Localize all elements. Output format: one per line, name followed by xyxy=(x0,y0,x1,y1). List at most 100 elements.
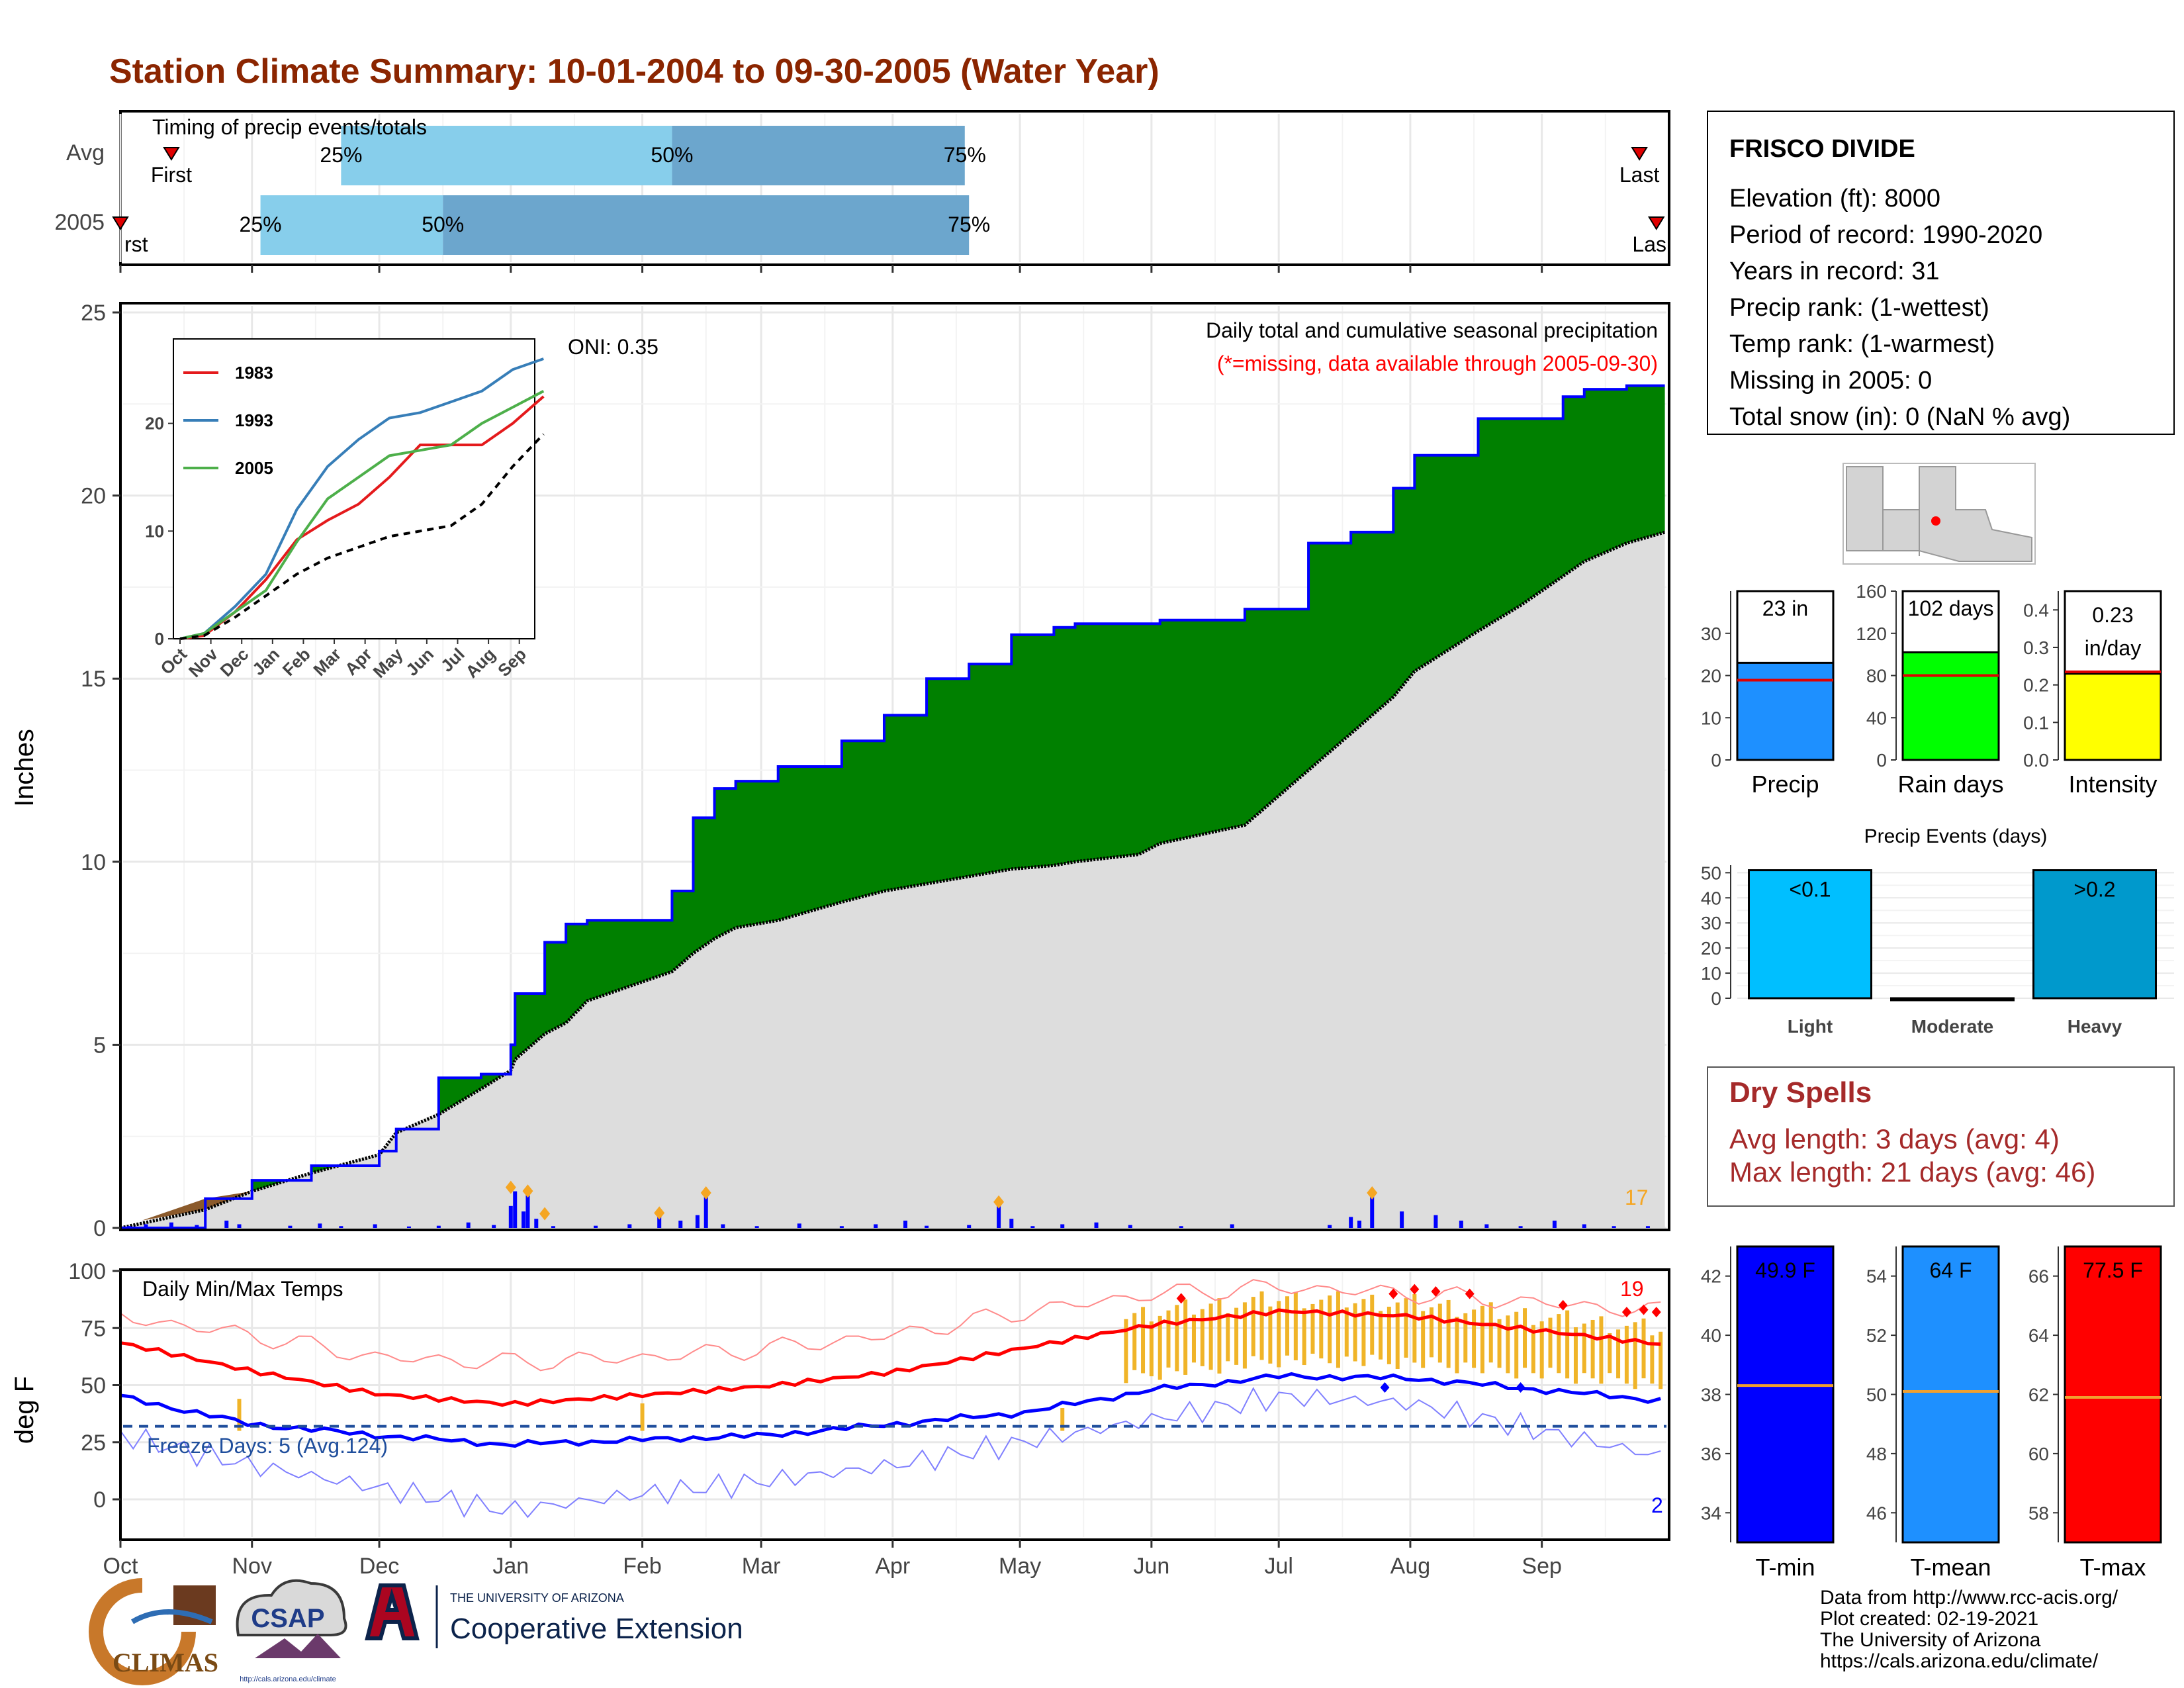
daily-precip-bar xyxy=(754,1226,759,1228)
dry-spells-title: Dry Spells xyxy=(1729,1076,1872,1109)
temp-bar-y-label: 60 xyxy=(2028,1444,2049,1464)
record-high-marker xyxy=(1558,1299,1568,1311)
daily-precip-bar xyxy=(224,1220,229,1228)
temp-bar-t-min xyxy=(1736,1245,1835,1544)
record-high-marker xyxy=(1431,1286,1441,1297)
heavy-event-marker xyxy=(993,1195,1005,1209)
dry-spells-max: Max length: 21 days (avg: 46) xyxy=(1729,1156,2095,1188)
inset-y-label: 10 xyxy=(145,521,164,541)
daily-temp-range-bar xyxy=(1328,1295,1332,1364)
inset-y-label: 20 xyxy=(145,414,164,434)
month-axis: Oct Nov Dec Jan Feb Mar Apr May Jun Jul Aug Sep xyxy=(103,1540,1562,1579)
daily-temp-range-bar xyxy=(1208,1303,1213,1370)
daily-temp-range-bar xyxy=(1608,1333,1612,1374)
daily-precip-bar xyxy=(522,1211,526,1228)
daily-temp-range-bar xyxy=(1548,1317,1553,1368)
daily-temp-range-bar xyxy=(1659,1331,1663,1389)
daily-temp-range-bar xyxy=(1641,1318,1646,1379)
daily-precip-bar xyxy=(1030,1226,1035,1228)
daily-temp-range-bar xyxy=(1302,1308,1306,1366)
daily-temp-range-bar xyxy=(1565,1310,1570,1379)
daily-precip-bar xyxy=(1645,1226,1650,1228)
daily-temp-range-bar xyxy=(1531,1325,1535,1374)
credit-line: Data from http://www.rcc-acis.org/ xyxy=(1820,1587,2118,1609)
record-high-marker xyxy=(1388,1288,1398,1299)
summary-y-label: 0 xyxy=(1711,750,1721,771)
daily-temp-range-bar xyxy=(1149,1321,1154,1377)
daily-temp-range-bar xyxy=(1158,1315,1162,1380)
month-label: Jul xyxy=(1264,1554,1293,1579)
daily-precip-bar xyxy=(1179,1226,1183,1228)
temp-bar-y-label: 48 xyxy=(1866,1444,1887,1464)
heavy-event-marker xyxy=(700,1186,711,1199)
summary-y-label: 80 xyxy=(1866,666,1887,686)
summary-y-label: 0 xyxy=(1876,750,1887,771)
daily-precip-bar xyxy=(406,1226,411,1228)
credit-line: The University of Arizona xyxy=(1820,1629,2041,1651)
daily-temp-range-bar xyxy=(1226,1313,1230,1362)
daily-temp-range-bar xyxy=(1370,1294,1375,1355)
csap-wordmark: CSAP xyxy=(251,1604,324,1633)
summary-bar-rain-days xyxy=(1901,651,2000,761)
daily-temp-range-bar xyxy=(1463,1313,1468,1363)
daily-precip-bar xyxy=(1094,1222,1099,1228)
record-low-marker xyxy=(1516,1382,1525,1393)
temp-bar-y-label: 66 xyxy=(2028,1266,2049,1287)
daily-precip-bar xyxy=(373,1224,377,1228)
events-y-label: 50 xyxy=(1701,863,1721,883)
daily-precip-bar xyxy=(525,1195,530,1228)
daily-precip-bar xyxy=(126,1226,131,1228)
daily-precip-bar xyxy=(1128,1225,1132,1228)
daily-temp-range-bar xyxy=(1557,1314,1561,1374)
summary-value-label-2: in/day xyxy=(2085,636,2141,660)
map-states xyxy=(1846,466,2032,562)
precip-note: Daily total and cumulative seasonal prec… xyxy=(1206,318,1658,342)
daily-temp-range-bar xyxy=(1217,1298,1222,1374)
daily-precip-bar xyxy=(1484,1224,1489,1228)
daily-precip-bar xyxy=(925,1225,929,1228)
daily-precip-bar xyxy=(678,1220,683,1228)
summary-y-label: 0.2 xyxy=(2023,675,2049,696)
temp-bar-y-label: 40 xyxy=(1701,1325,1721,1346)
month-label: May xyxy=(999,1554,1041,1579)
timing-bar-q3 xyxy=(443,195,970,255)
temp-bar-y-label: 36 xyxy=(1701,1444,1721,1464)
events-bar-moderate xyxy=(1890,997,2015,1002)
summary-value-label: 102 days xyxy=(1908,596,1994,620)
footer-credits: Data from http://www.rcc-acis.org/Plot c… xyxy=(1820,1587,2118,1672)
timing-last-marker xyxy=(1647,216,1665,230)
daily-precip-bar xyxy=(874,1224,878,1228)
daily-temp-range-bar xyxy=(1268,1306,1273,1364)
daily-temp-range-bar xyxy=(1599,1316,1604,1384)
timing-title: Timing of precip events/totals xyxy=(152,115,427,139)
precip-y-tick-label: 10 xyxy=(81,850,106,875)
record-high-marker xyxy=(1176,1293,1186,1304)
daily-precip-bar xyxy=(1349,1217,1353,1228)
ua-small-text: THE UNIVERSITY OF ARIZONA xyxy=(450,1591,624,1605)
temp-y-tick-label: 100 xyxy=(68,1259,106,1284)
events-bar-label: >0.2 xyxy=(2073,878,2115,902)
csap-logo: CSAP http://cals.arizona.edu/climate xyxy=(236,1579,347,1683)
month-label: Mar xyxy=(742,1554,781,1579)
summary-y-label: 160 xyxy=(1856,581,1887,602)
daily-temp-range-bar xyxy=(1166,1310,1171,1368)
daily-precip-bar xyxy=(1328,1225,1332,1228)
events-category-label: Moderate xyxy=(1911,1016,1993,1037)
daily-precip-bar xyxy=(1459,1220,1463,1228)
precip-y-tick-label: 15 xyxy=(81,667,106,692)
daily-precip-bar xyxy=(695,1215,700,1228)
daily-precip-bar xyxy=(797,1223,801,1228)
events-y-label: 30 xyxy=(1701,913,1721,933)
daily-temp-range-bar xyxy=(1191,1314,1196,1363)
temp-bar-y-label: 52 xyxy=(1866,1325,1887,1346)
daily-precip-bar xyxy=(967,1225,972,1228)
station-info-line: Elevation (ft): 8000 xyxy=(1729,185,1940,212)
temp-y-tick-label: 0 xyxy=(93,1487,106,1513)
daily-precip-bar xyxy=(657,1217,662,1228)
inset-line-1993 xyxy=(179,357,544,640)
daily-temp-range-bar xyxy=(1455,1317,1459,1374)
daily-temp-range-bar xyxy=(1616,1329,1621,1379)
temp-bar-t-max xyxy=(2064,1245,2162,1544)
temp-y-tick-label: 50 xyxy=(81,1374,106,1399)
